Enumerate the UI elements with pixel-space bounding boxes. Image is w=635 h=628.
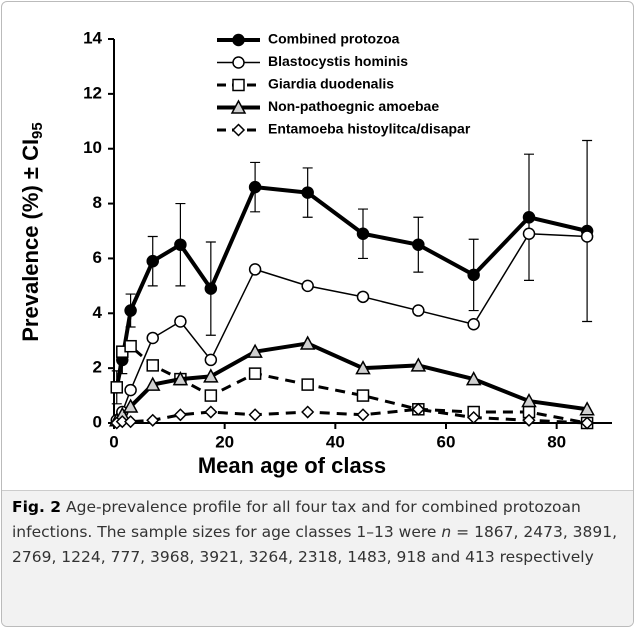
y-axis-label-sub: 95 <box>29 122 46 139</box>
y-tick-label: 12 <box>83 83 102 102</box>
legend-label: Blastocystis hominis <box>268 53 408 69</box>
x-tick-label: 20 <box>215 432 234 451</box>
point <box>355 360 371 375</box>
point <box>579 401 595 416</box>
series-line <box>114 185 588 388</box>
point <box>146 359 159 372</box>
point <box>248 263 262 276</box>
x-tick-label: 60 <box>437 432 456 451</box>
point <box>465 371 482 386</box>
point <box>144 376 161 391</box>
point <box>356 227 370 240</box>
y-tick-label: 10 <box>83 138 102 157</box>
point <box>248 408 262 422</box>
x-tick-label: 80 <box>547 432 566 451</box>
point <box>522 227 536 240</box>
series-line <box>115 341 588 422</box>
point <box>204 282 218 295</box>
x-tick-label: 40 <box>326 432 345 451</box>
point <box>204 389 218 402</box>
point <box>356 290 370 304</box>
legend-marker <box>232 78 245 92</box>
point <box>146 413 160 427</box>
point <box>411 402 425 416</box>
y-tick-label: 6 <box>93 248 102 267</box>
point <box>172 371 189 386</box>
caption-text: Age-prevalence profile for all four tax … <box>12 498 581 541</box>
point <box>522 211 536 224</box>
series-line <box>116 407 588 425</box>
point <box>146 254 159 268</box>
point <box>247 343 263 358</box>
caption-label: Fig. 2 <box>12 498 62 516</box>
point <box>204 405 218 419</box>
y-axis-label: Prevalence (%) ± CI95 <box>18 122 46 342</box>
caption-text: = 1867, 2473, 3891, 2769, 1224, 777, 396… <box>12 523 618 566</box>
y-tick-label: 0 <box>93 412 102 431</box>
point <box>301 279 314 293</box>
point <box>124 339 137 353</box>
point <box>124 383 137 397</box>
point <box>467 410 481 425</box>
point <box>124 304 137 317</box>
y-tick-label: 8 <box>93 193 102 212</box>
legend-marker <box>232 33 245 47</box>
point <box>299 335 316 350</box>
point <box>410 357 427 372</box>
point <box>412 238 425 251</box>
point <box>122 398 139 413</box>
point <box>521 392 537 408</box>
series-line <box>116 232 588 421</box>
y-tick-label: 4 <box>93 303 103 322</box>
x-tick-label: 0 <box>109 432 118 451</box>
point <box>580 230 594 243</box>
y-tick-label: 14 <box>83 28 102 47</box>
point <box>174 315 187 328</box>
legend-label: Combined protozoa <box>268 31 400 47</box>
point <box>412 304 425 317</box>
legend-marker <box>232 56 245 69</box>
point <box>110 381 124 394</box>
point <box>204 353 218 367</box>
point <box>467 268 480 282</box>
y-axis-label-main: Prevalence (%) ± CI <box>18 139 43 342</box>
legend-marker <box>231 123 246 137</box>
point <box>467 318 480 331</box>
x-axis-label: Mean age of class <box>198 453 386 478</box>
chart: Mean age of class Prevalence (%) ± CI95 … <box>18 28 612 478</box>
legend-label: Non-pathoegnic amoebae <box>268 98 439 114</box>
point <box>173 408 187 422</box>
point <box>301 378 314 391</box>
point <box>522 413 536 427</box>
point <box>248 367 262 380</box>
point <box>203 368 219 383</box>
y-tick-label: 2 <box>93 358 102 377</box>
point <box>356 389 370 402</box>
point <box>146 331 159 345</box>
point <box>124 415 138 429</box>
point <box>248 180 262 194</box>
point <box>301 186 314 199</box>
legend-label: Entamoeba histoylitca/disapar <box>268 121 471 137</box>
legend-marker <box>230 99 247 114</box>
point <box>356 408 370 422</box>
caption: Fig. 2 Age-prevalence profile for all fo… <box>2 490 633 626</box>
point <box>174 238 187 251</box>
point <box>301 405 315 419</box>
legend-label: Giardia duodenalis <box>268 76 394 92</box>
caption-n: n <box>441 523 452 541</box>
point <box>580 416 594 430</box>
